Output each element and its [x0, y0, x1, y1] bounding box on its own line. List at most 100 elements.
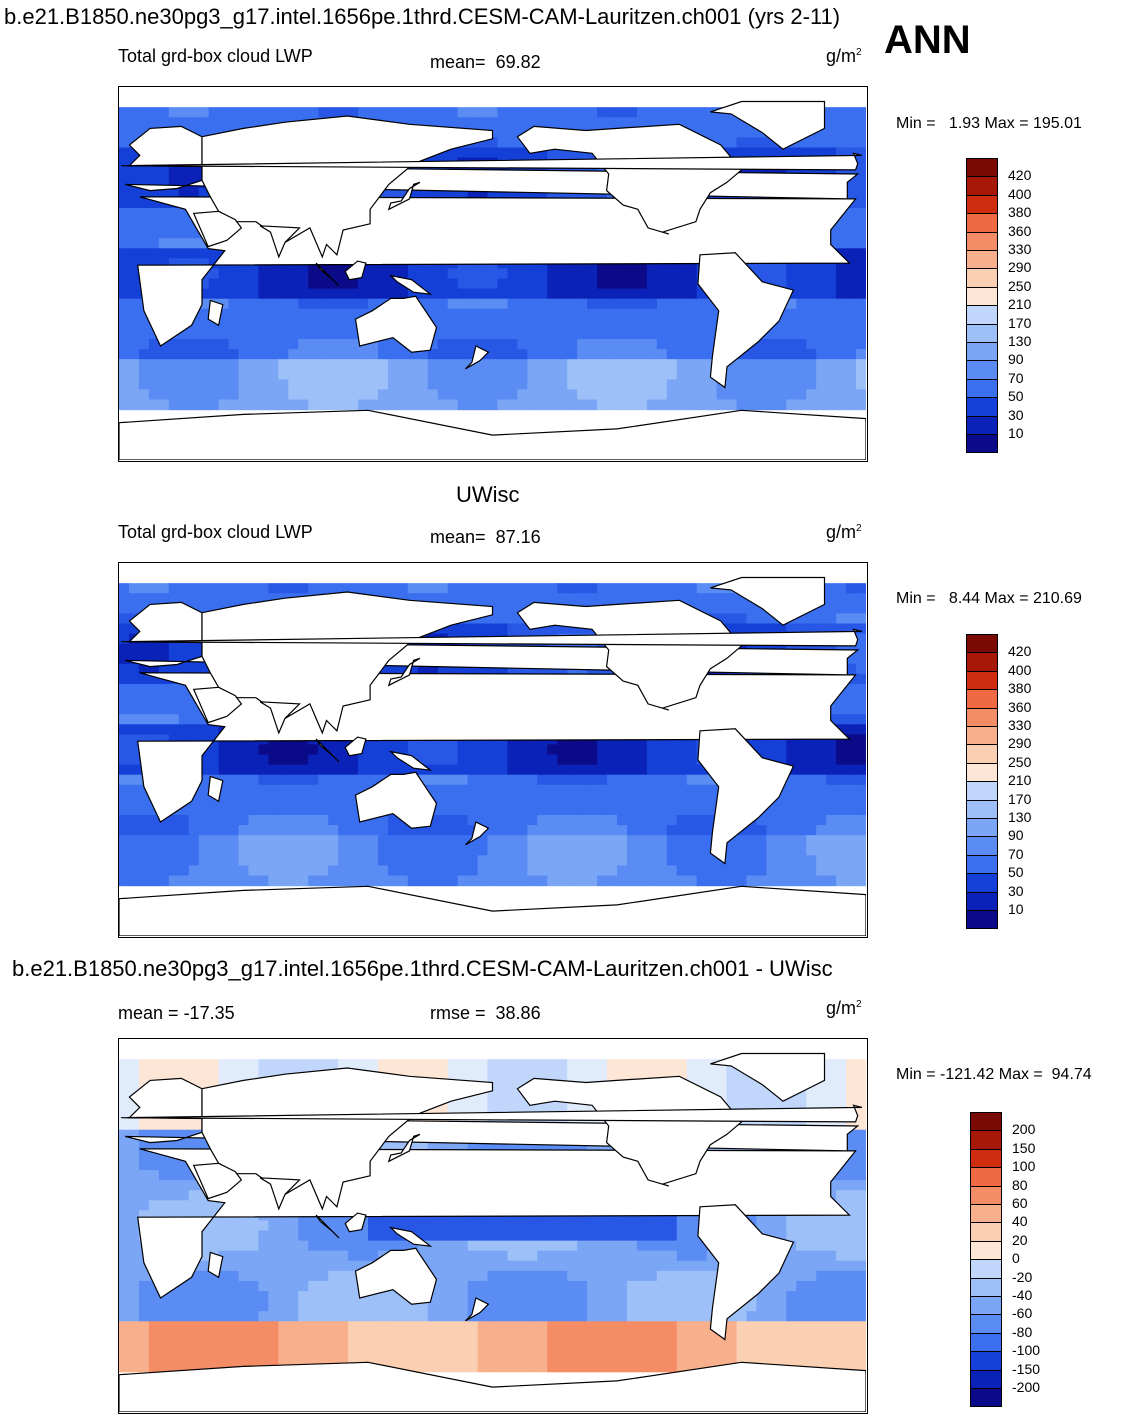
field-cell: [467, 875, 479, 887]
field-cell: [228, 875, 240, 887]
field-cell: [557, 339, 568, 350]
continent-outline: [207, 299, 224, 327]
field-cell: [587, 288, 598, 300]
field-cell: [686, 754, 698, 766]
field-cell: [158, 1069, 170, 1080]
field-cell: [626, 784, 638, 796]
field-cell: [198, 1059, 210, 1070]
field-cell: [587, 117, 598, 128]
field-cell: [567, 825, 578, 836]
field-cell: [676, 268, 688, 280]
field-cell: [587, 328, 598, 340]
field-cell: [288, 835, 299, 846]
field-cell: [467, 107, 479, 118]
field-cell: [278, 764, 289, 776]
field-cell: [746, 127, 758, 138]
field-cell: [467, 815, 479, 826]
field-cell: [507, 288, 518, 300]
field-cell: [128, 593, 140, 604]
field-cell: [138, 328, 150, 340]
field-cell: [646, 1069, 658, 1080]
field-cell: [158, 704, 170, 715]
field-cell: [786, 298, 797, 310]
field-cell: [208, 288, 220, 300]
continent-outline: [465, 345, 490, 370]
field-cell: [119, 1099, 130, 1111]
continent-outline: [388, 750, 433, 772]
field-cell: [248, 359, 260, 370]
field-cell: [696, 603, 708, 614]
field-cell: [836, 754, 847, 766]
field-cell: [178, 643, 190, 655]
panel1-map-svg: [119, 100, 866, 460]
field-cell: [447, 369, 459, 380]
field-cell: [537, 865, 548, 877]
field-cell: [836, 623, 847, 635]
field-cell: [338, 855, 349, 867]
field-cell: [537, 359, 548, 370]
field-cell: [656, 855, 668, 867]
field-cell: [258, 1059, 269, 1070]
field-cell: [796, 623, 807, 635]
field-cell: [756, 369, 767, 380]
field-cell: [776, 278, 787, 290]
field-cell: [278, 328, 289, 340]
field-cell: [427, 875, 439, 887]
field-cell: [786, 399, 797, 411]
field-cell: [119, 623, 130, 635]
field-cell: [846, 825, 857, 836]
field-cell: [477, 774, 489, 786]
panel2-units: g/m2: [826, 522, 862, 542]
field-cell: [148, 583, 160, 594]
field-cell: [138, 177, 150, 189]
field-cell: [636, 379, 648, 391]
field-cell: [846, 694, 857, 705]
field-cell: [766, 389, 777, 401]
panel2-map: [118, 562, 868, 938]
field-cell: [756, 855, 767, 867]
field-cell: [348, 107, 359, 118]
field-cell: [696, 774, 708, 786]
field-cell: [258, 308, 269, 320]
field-cell: [796, 349, 807, 360]
field-cell: [348, 804, 359, 816]
field-cell: [557, 107, 568, 118]
field-cell: [447, 268, 459, 280]
field-cell: [477, 855, 489, 867]
field-cell: [188, 328, 200, 340]
field-cell: [208, 1079, 220, 1090]
field-cell: [348, 359, 359, 370]
field-cell: [806, 744, 817, 756]
field-cell: [846, 845, 857, 856]
field-cell: [826, 875, 837, 887]
field-cell: [128, 734, 140, 746]
field-cell: [387, 865, 399, 877]
field-cell: [178, 653, 190, 665]
field-cell: [208, 117, 220, 128]
field-cell: [248, 865, 260, 877]
field-cell: [846, 137, 857, 149]
field-cell: [338, 1059, 349, 1070]
field-cell: [846, 724, 857, 735]
field-cell: [248, 593, 260, 604]
field-cell: [119, 603, 130, 614]
field-cell: [736, 1089, 748, 1101]
field-cell: [417, 359, 429, 370]
field-cell: [119, 663, 130, 675]
field-cell: [587, 379, 598, 391]
field-cell: [218, 875, 230, 887]
field-cell: [487, 187, 499, 199]
field-cell: [686, 774, 698, 786]
field-cell: [517, 399, 528, 411]
field-cell: [587, 318, 598, 330]
field-cell: [517, 815, 528, 826]
field-cell: [407, 593, 419, 604]
field-cell: [507, 764, 518, 776]
field-cell: [377, 754, 389, 766]
field-cell: [826, 399, 837, 411]
field-cell: [497, 278, 509, 290]
field-cell: [457, 784, 469, 796]
field-cell: [806, 845, 817, 856]
field-cell: [676, 825, 688, 836]
panel2-mean: mean= 87.16: [430, 527, 541, 547]
